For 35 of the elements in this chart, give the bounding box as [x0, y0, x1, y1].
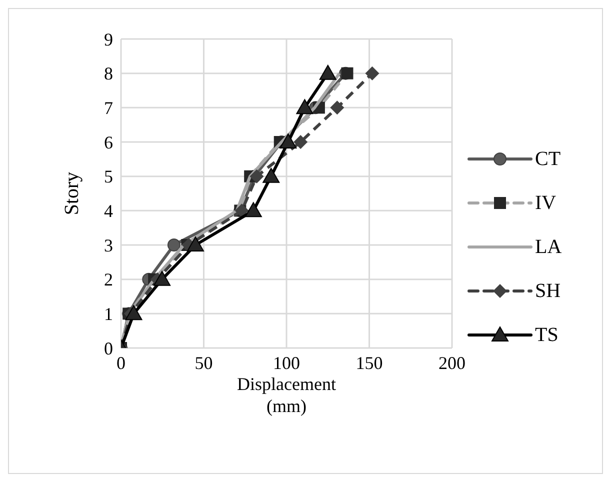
y-tick-label: 9 — [104, 29, 113, 50]
y-tick-label: 6 — [104, 132, 113, 152]
point — [244, 202, 262, 218]
y-tick-label: 0 — [104, 338, 113, 358]
legend-label: TS — [535, 324, 558, 346]
y-tick-label: 8 — [104, 64, 113, 84]
point — [280, 134, 297, 148]
x-tick-label: 0 — [116, 352, 126, 373]
point — [294, 135, 308, 149]
point — [262, 168, 280, 183]
y-tick-label: 7 — [104, 98, 113, 118]
x-tick-label: 100 — [273, 352, 300, 373]
point — [167, 238, 180, 252]
y-tick-label: 2 — [104, 270, 113, 290]
x-tick-label: 200 — [438, 352, 466, 373]
point — [365, 66, 380, 80]
y-tick-label: 3 — [104, 235, 113, 256]
point — [154, 270, 171, 286]
legend-label: LA — [535, 236, 562, 258]
point — [186, 236, 204, 252]
x-tick-label: 50 — [194, 352, 213, 373]
x-axis-title: Displacement (mm) — [237, 374, 336, 416]
y-tick-label: 4 — [104, 201, 113, 222]
y-axis-title: Story — [61, 172, 84, 216]
point — [296, 99, 314, 114]
point — [319, 64, 336, 80]
legend-label: CT — [535, 148, 561, 170]
point — [125, 305, 142, 320]
legend-label: SH — [535, 280, 561, 302]
point — [250, 169, 264, 184]
y-tick-label: 5 — [104, 166, 113, 187]
x-tick-label: 150 — [356, 352, 383, 373]
point — [330, 100, 344, 115]
y-tick-label: 1 — [104, 304, 113, 324]
legend-label: IV — [535, 192, 556, 214]
